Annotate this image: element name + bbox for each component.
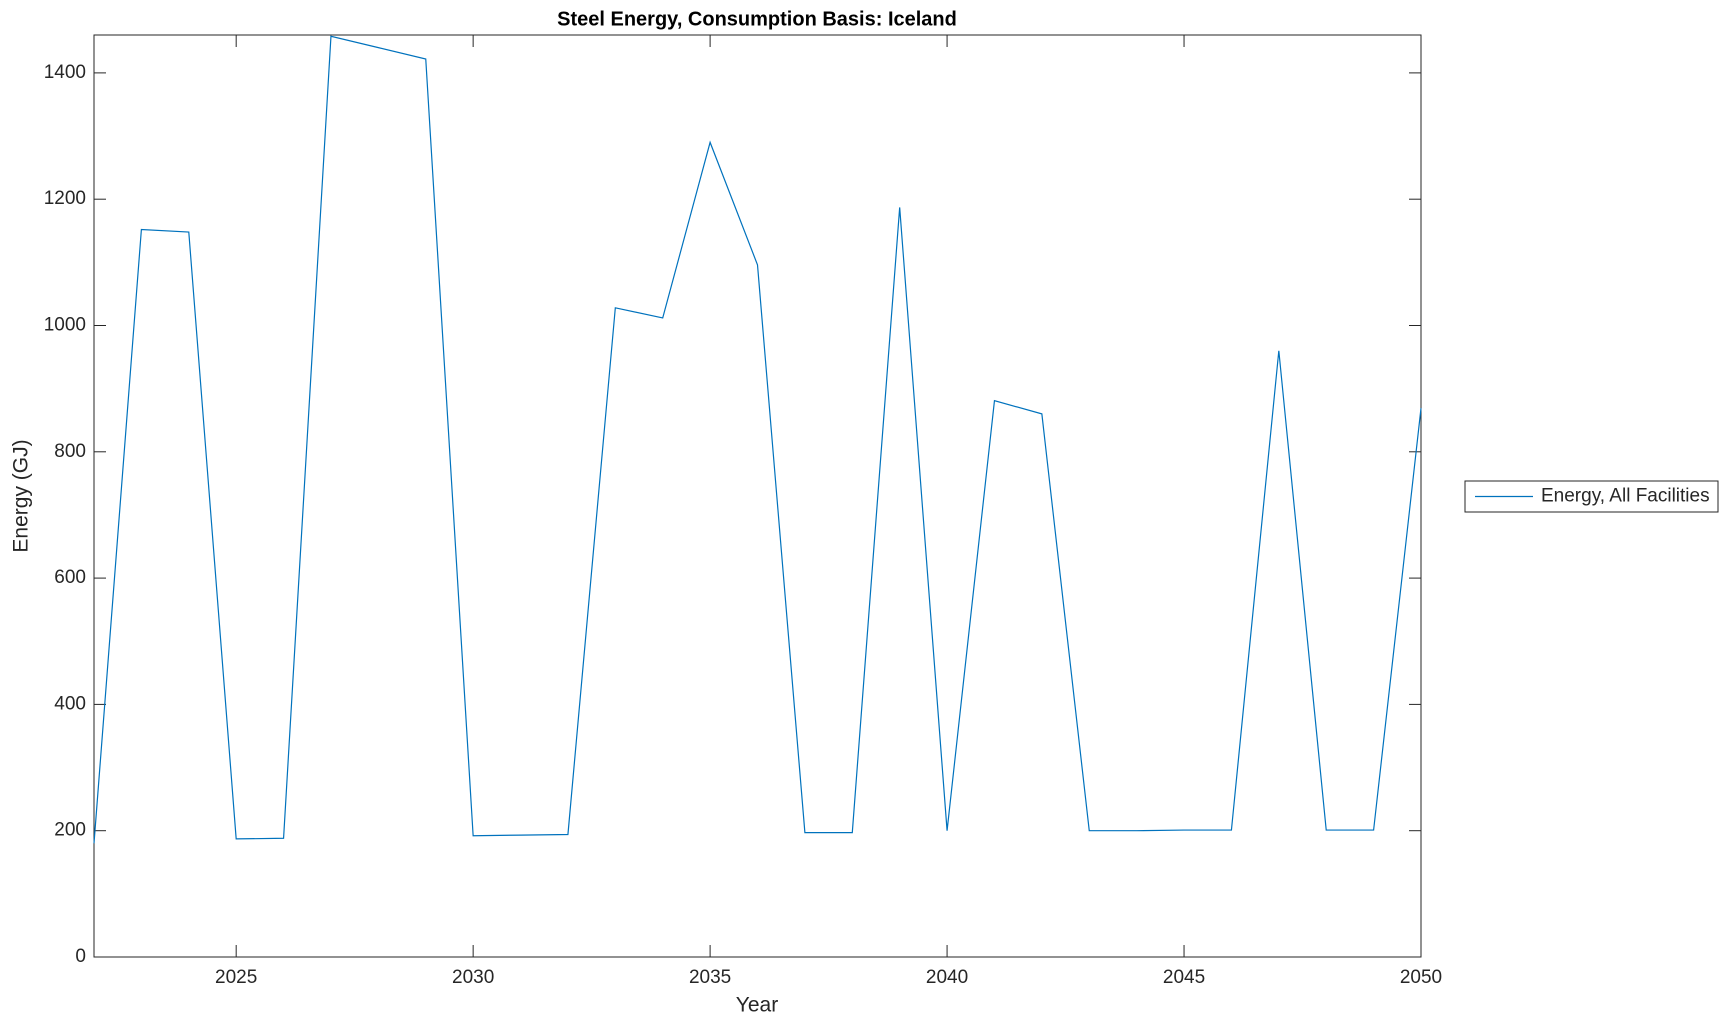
y-axis-label: Energy (GJ) — [10, 439, 33, 552]
data-line — [93, 35, 1422, 844]
plot-area — [93, 34, 1422, 958]
x-tick-label: 2025 — [215, 967, 257, 988]
y-tick-label: 400 — [54, 693, 86, 714]
x-tick-label: 2045 — [1163, 967, 1205, 988]
x-tick-label: 2030 — [452, 967, 494, 988]
y-tick-label: 0 — [75, 946, 86, 967]
y-tick-label: 1000 — [44, 315, 86, 336]
y-tick-label: 200 — [54, 820, 86, 841]
y-tick-label: 800 — [54, 441, 86, 462]
legend-label: Energy, All Facilities — [1541, 486, 1710, 507]
y-tick-label: 1200 — [44, 188, 86, 209]
y-tick-label: 1400 — [44, 62, 86, 83]
x-tick-label: 2050 — [1400, 967, 1442, 988]
y-tick-label: 600 — [54, 567, 86, 588]
chart-title: Steel Energy, Consumption Basis: Iceland — [557, 8, 957, 30]
x-axis-label: Year — [736, 994, 778, 1017]
x-tick-label: 2035 — [689, 967, 731, 988]
x-tick-label: 2040 — [926, 967, 968, 988]
